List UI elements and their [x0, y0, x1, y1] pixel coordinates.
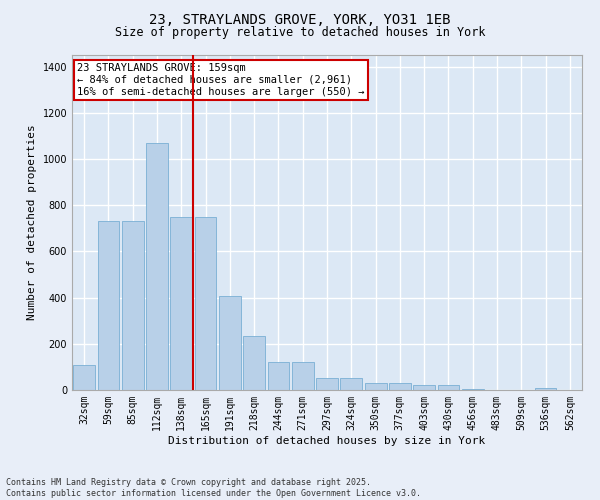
Bar: [389, 383, 411, 390]
Bar: [243, 336, 265, 390]
Text: 23, STRAYLANDS GROVE, YORK, YO31 1EB: 23, STRAYLANDS GROVE, YORK, YO31 1EB: [149, 12, 451, 26]
Bar: [194, 216, 217, 390]
Text: 23 STRAYLANDS GROVE: 159sqm
← 84% of detached houses are smaller (2,961)
16% of : 23 STRAYLANDS GROVE: 159sqm ← 84% of det…: [77, 64, 365, 96]
Text: Size of property relative to detached houses in York: Size of property relative to detached ho…: [115, 26, 485, 39]
Bar: [413, 386, 435, 390]
X-axis label: Distribution of detached houses by size in York: Distribution of detached houses by size …: [169, 436, 485, 446]
Bar: [170, 216, 192, 390]
Bar: [268, 362, 289, 390]
Bar: [292, 362, 314, 390]
Bar: [146, 143, 168, 390]
Bar: [316, 378, 338, 390]
Y-axis label: Number of detached properties: Number of detached properties: [27, 124, 37, 320]
Bar: [219, 296, 241, 390]
Bar: [340, 378, 362, 390]
Bar: [97, 222, 119, 390]
Bar: [535, 388, 556, 390]
Bar: [437, 386, 460, 390]
Text: Contains HM Land Registry data © Crown copyright and database right 2025.
Contai: Contains HM Land Registry data © Crown c…: [6, 478, 421, 498]
Bar: [365, 383, 386, 390]
Bar: [122, 222, 143, 390]
Bar: [73, 364, 95, 390]
Bar: [462, 389, 484, 390]
